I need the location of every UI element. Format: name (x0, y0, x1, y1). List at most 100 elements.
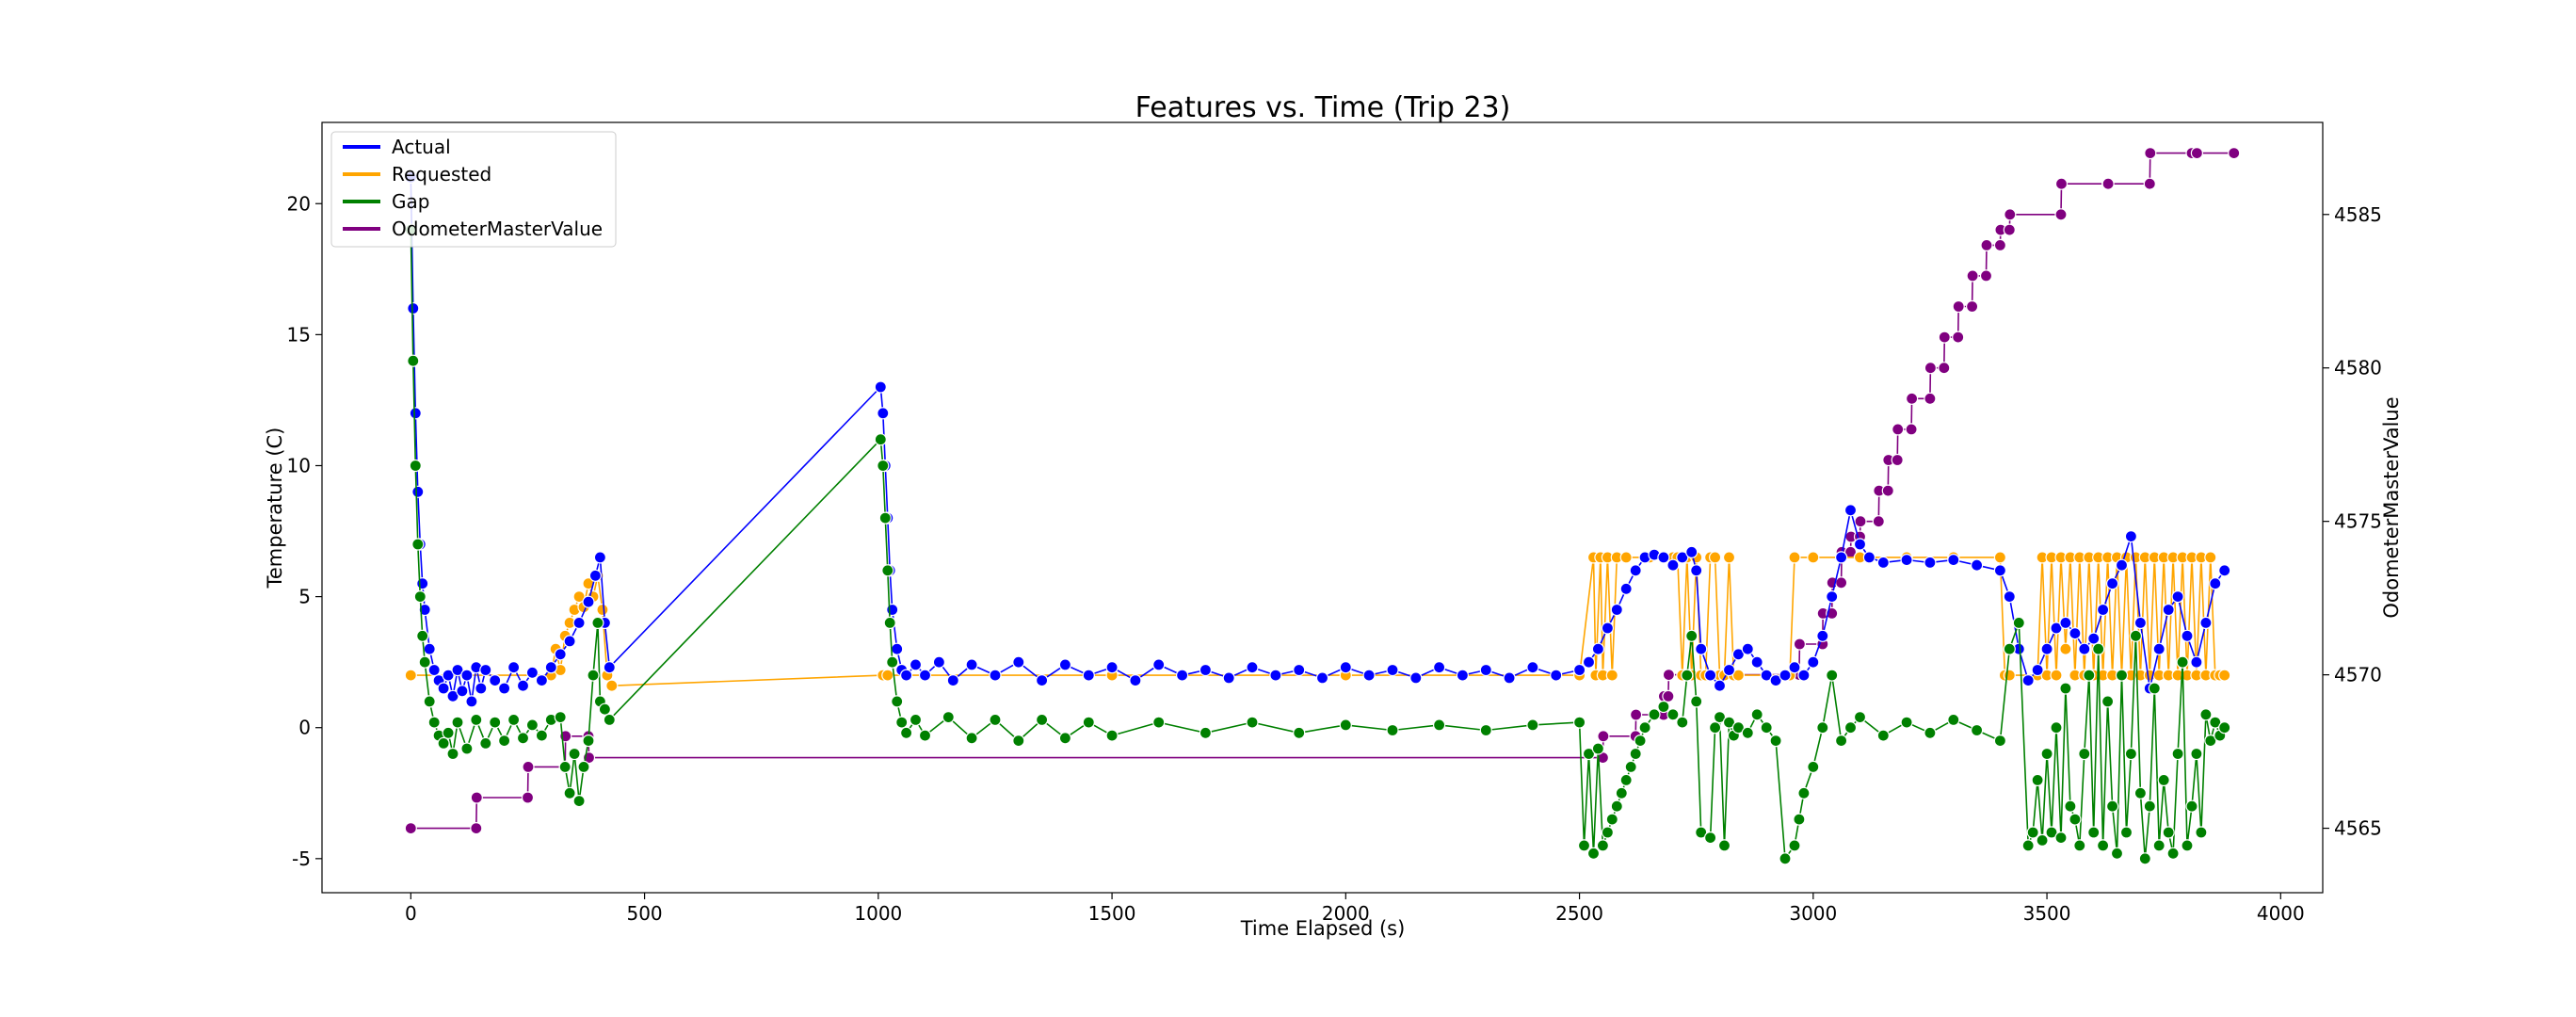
data-point-gap (411, 538, 425, 551)
legend-label-requested: Requested (392, 163, 491, 186)
data-point-gap (516, 732, 530, 745)
data-point-actual (1862, 551, 1876, 564)
data-point-gap (1924, 726, 1937, 739)
y-tick-label: -5 (292, 848, 311, 870)
data-point-actual (516, 679, 530, 692)
data-point-gap (563, 786, 576, 799)
data-point-actual (1035, 673, 1049, 687)
data-point-gap (942, 710, 955, 724)
data-point-actual (1550, 669, 1563, 682)
data-point-odometermastervalue (1662, 689, 1675, 703)
data-point-odometermastervalue (1905, 423, 1918, 436)
data-point-gap (1993, 734, 2006, 748)
legend-label-gap: Gap (392, 190, 429, 213)
data-point-gap (2199, 708, 2213, 721)
data-point-gap (2026, 826, 2039, 839)
data-point-requested (881, 669, 894, 682)
data-point-gap (2073, 839, 2086, 852)
x-tick-label: 4000 (2257, 902, 2305, 925)
data-point-gap (2157, 773, 2170, 787)
y2-tick-label: 4585 (2334, 203, 2382, 226)
data-point-gap (2115, 669, 2129, 682)
data-point-gap (497, 734, 511, 748)
data-point-gap (874, 433, 887, 446)
data-point-actual (411, 485, 425, 498)
x-axis-title: Time Elapsed (s) (1240, 917, 1406, 940)
data-point-gap (446, 747, 459, 761)
data-point-gap (1695, 826, 1708, 839)
data-point-actual (899, 669, 913, 682)
data-point-actual (2050, 622, 2063, 635)
data-point-odometermastervalue (1938, 331, 1951, 344)
data-point-odometermastervalue (1629, 708, 1643, 721)
data-point-actual (460, 669, 474, 682)
data-point-actual (2218, 564, 2231, 577)
data-point-actual (1503, 671, 1516, 685)
data-point-gap (1788, 839, 1801, 852)
data-point-gap (1619, 773, 1633, 787)
data-point-actual (1834, 551, 1848, 564)
data-point-actual (1713, 679, 1727, 692)
data-point-actual (1105, 661, 1119, 674)
data-point-gap (1797, 786, 1811, 799)
data-point-actual (1479, 663, 1492, 677)
data-point-gap (1526, 718, 1539, 732)
data-point-actual (1315, 671, 1329, 685)
x-tick-label: 1500 (1088, 902, 1136, 925)
data-point-requested (2059, 642, 2072, 655)
data-point-gap (1717, 839, 1731, 852)
data-point-gap (2097, 839, 2110, 852)
data-point-actual (2152, 642, 2165, 655)
data-point-requested (605, 679, 619, 692)
x-tick-label: 2500 (1555, 902, 1603, 925)
data-point-gap (2087, 826, 2101, 839)
data-point-odometermastervalue (2144, 147, 2157, 160)
data-point-actual (1601, 622, 1615, 635)
data-point-actual (1797, 669, 1811, 682)
data-point-odometermastervalue (1952, 299, 1965, 314)
data-point-gap (891, 695, 904, 708)
data-point-gap (2218, 721, 2231, 734)
data-point-actual (1816, 629, 1829, 642)
data-point-actual (563, 635, 576, 648)
data-point-odometermastervalue (470, 791, 483, 804)
data-point-gap (1876, 729, 1890, 742)
data-point-gap (2012, 616, 2025, 630)
data-point-actual (1432, 661, 1446, 674)
data-point-gap (416, 629, 429, 642)
data-point-gap (1685, 629, 1699, 642)
data-point-gap (2045, 826, 2058, 839)
x-tick-label: 1000 (854, 902, 902, 925)
data-point-gap (1741, 726, 1754, 739)
data-point-gap (507, 713, 521, 727)
data-point-gap (558, 760, 572, 774)
data-point-odometermastervalue (1662, 668, 1676, 682)
data-point-gap (2148, 682, 2161, 695)
legend-label-odometer: OdometerMasterValue (392, 218, 603, 240)
data-point-gap (460, 742, 474, 755)
data-point-actual (535, 673, 549, 687)
data-point-gap (2031, 773, 2044, 787)
chart-title: Features vs. Time (Trip 23) (1135, 91, 1511, 124)
data-point-actual (1175, 669, 1189, 682)
data-point-gap (2059, 682, 2072, 695)
data-point-actual (1750, 655, 1763, 669)
data-point-actual (1582, 655, 1596, 669)
data-point-actual (2031, 663, 2044, 677)
data-point-gap (1638, 721, 1651, 734)
data-point-actual (2059, 616, 2072, 630)
data-point-gap (1834, 734, 1848, 748)
series-gap (404, 223, 2231, 865)
data-point-gap (442, 726, 455, 739)
data-point-odometermastervalue (1966, 299, 1979, 314)
series-actual (404, 170, 2231, 708)
data-point-actual (1269, 669, 1282, 682)
data-point-actual (544, 661, 557, 674)
data-point-gap (418, 655, 431, 669)
data-point-actual (497, 682, 511, 695)
data-point-gap (2162, 826, 2175, 839)
data-point-gap (2078, 747, 2091, 761)
data-point-gap (2101, 695, 2115, 708)
data-point-actual (525, 666, 539, 679)
